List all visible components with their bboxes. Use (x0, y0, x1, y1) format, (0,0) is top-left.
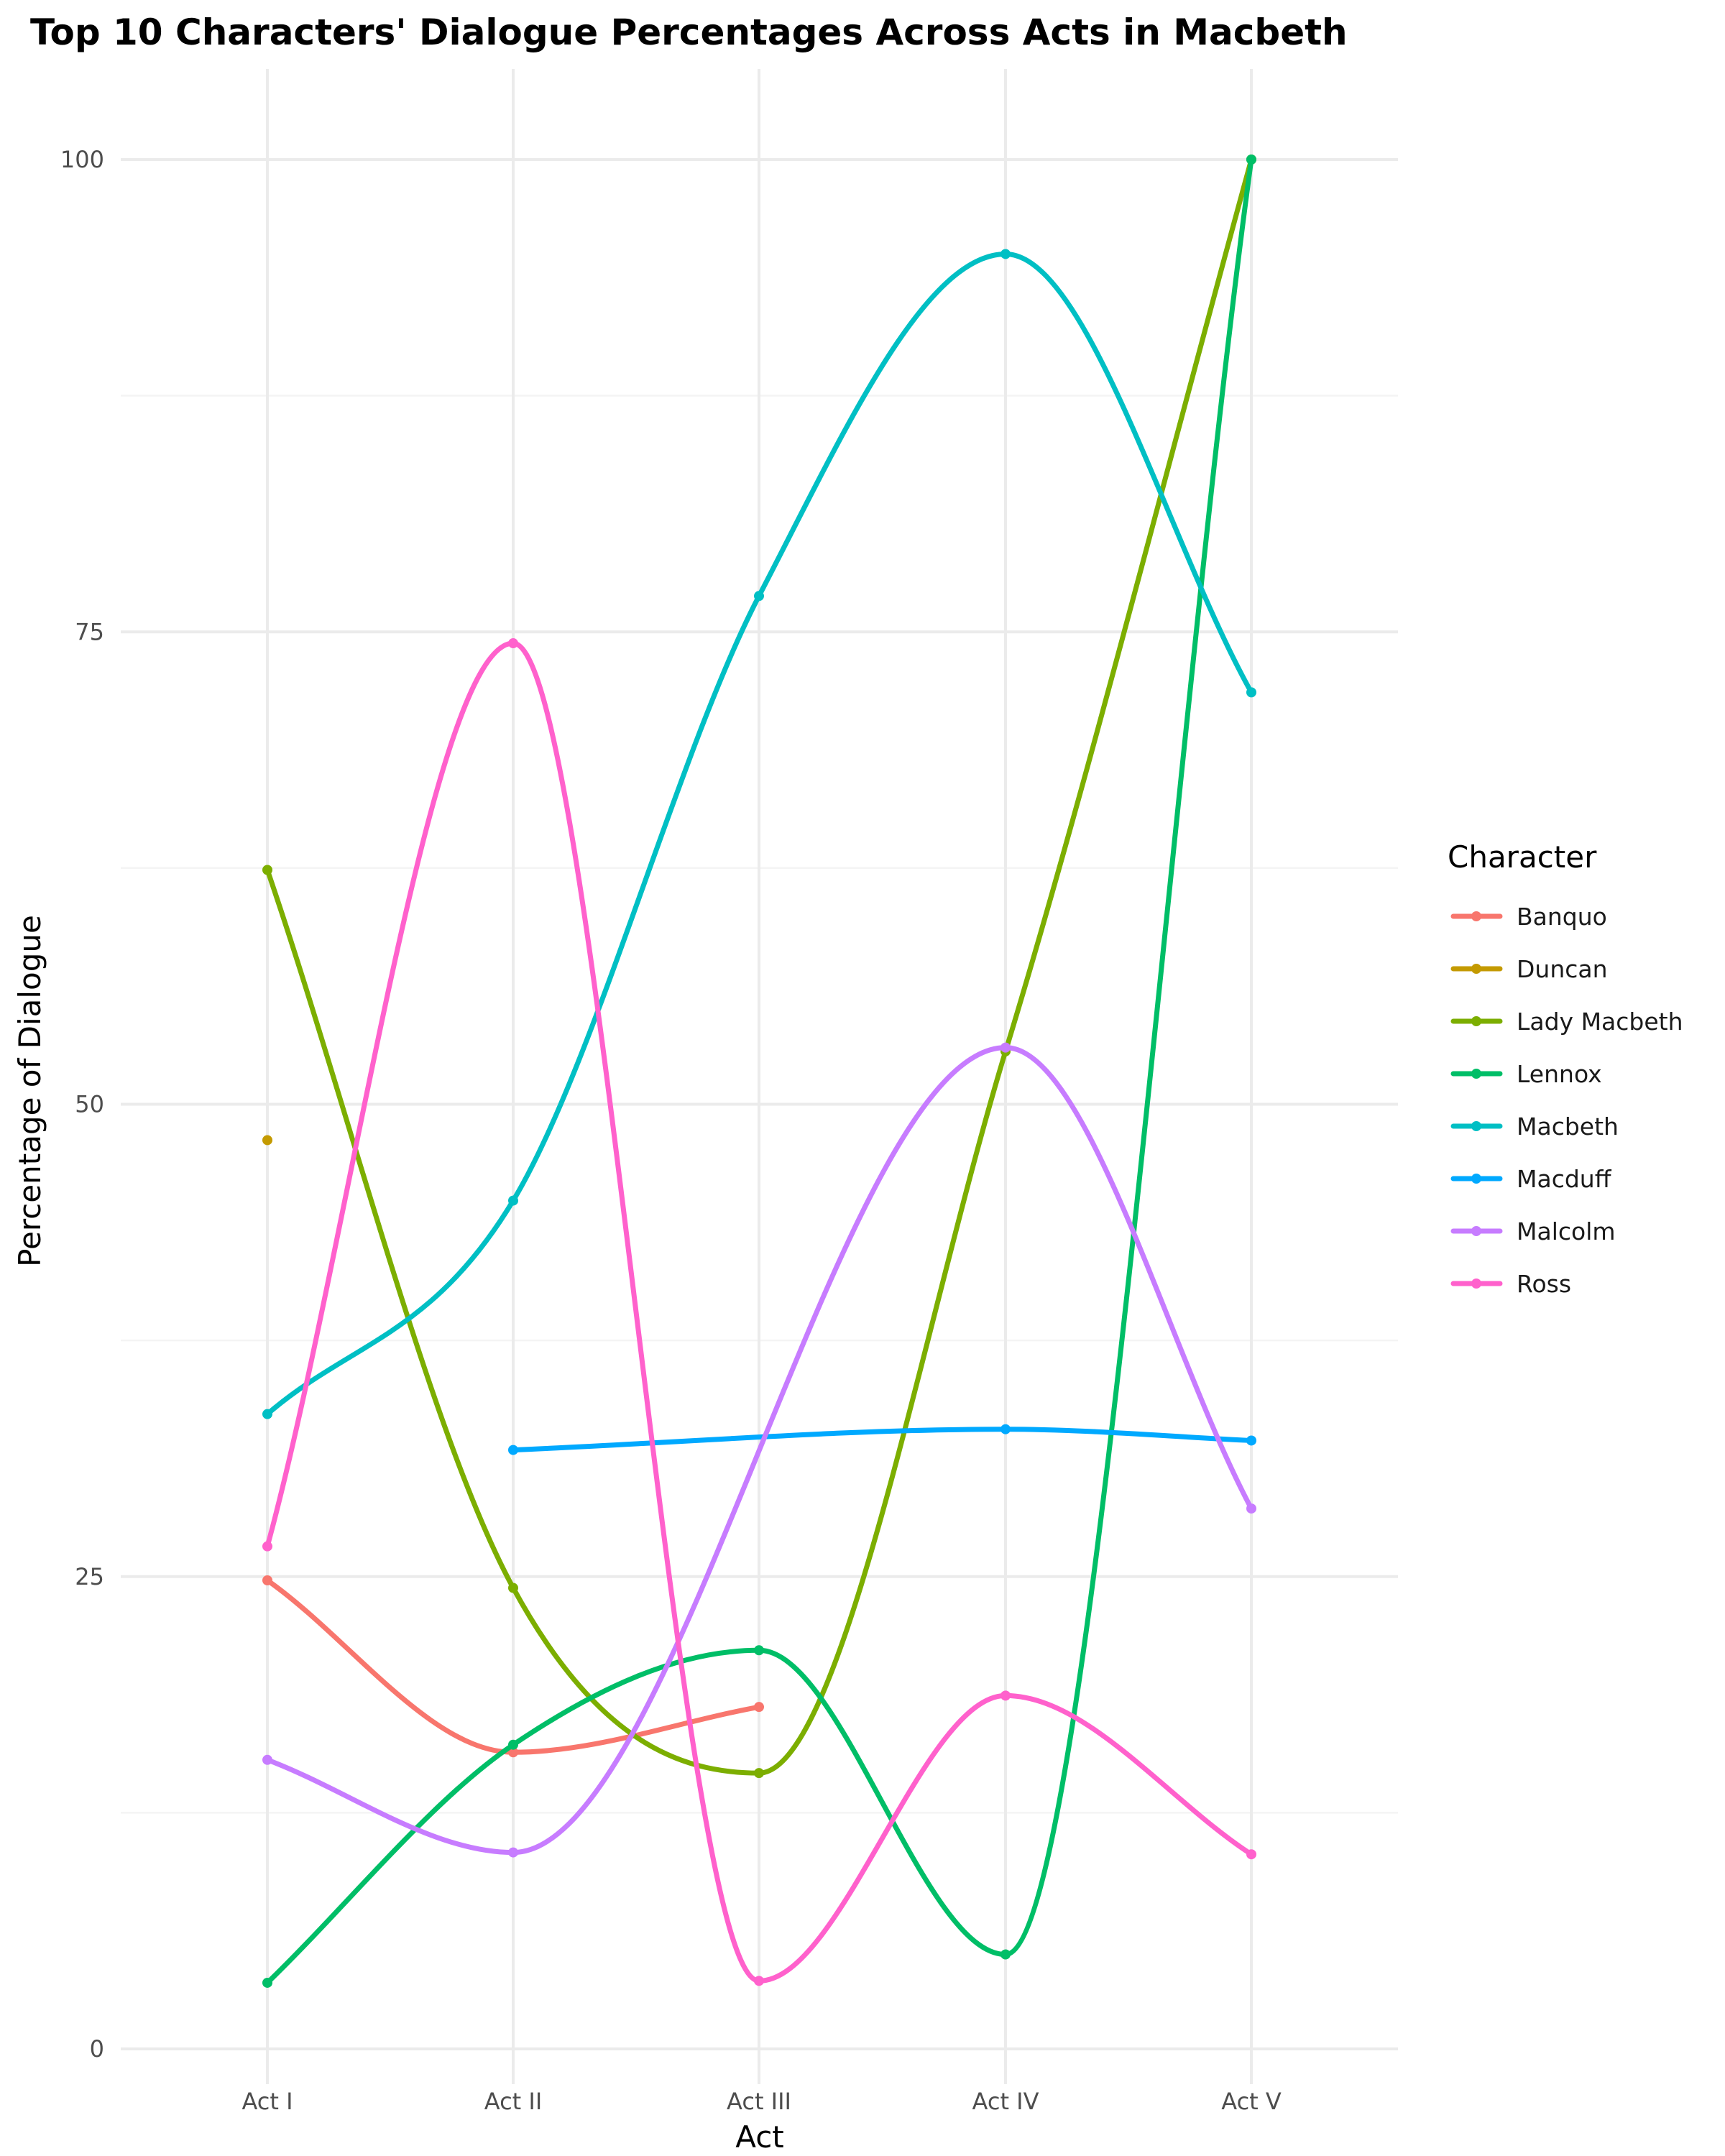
legend-label: Lennox (1517, 1060, 1602, 1088)
data-point-malcolm (1000, 1042, 1011, 1053)
data-point-malcolm (1246, 1503, 1256, 1514)
data-point-macbeth (1000, 249, 1011, 259)
data-point-duncan (262, 1135, 272, 1146)
series-line-lennox (264, 157, 1254, 1986)
data-point-ross (508, 638, 518, 649)
data-point-lennox (754, 1645, 764, 1656)
series-macduff (508, 1424, 1256, 1455)
y-tick-label: 50 (75, 1091, 104, 1118)
series-line-banquo (264, 1577, 762, 1755)
legend-key-point (1471, 911, 1481, 921)
legend-item-lennox: Lennox (1450, 1060, 1602, 1088)
legend-key-point (1471, 1174, 1481, 1184)
grid (121, 69, 1398, 2084)
data-point-ross (754, 1976, 764, 1986)
y-tick-label: 100 (60, 146, 104, 173)
data-point-macbeth (508, 1195, 518, 1206)
data-point-ross (1000, 1690, 1011, 1701)
chart-title: Top 10 Characters' Dialogue Percentages … (30, 11, 1348, 53)
legend-label: Lady Macbeth (1517, 1008, 1683, 1036)
series-banquo (262, 1575, 764, 1758)
legend-item-macduff: Macduff (1450, 1165, 1612, 1193)
legend-key-point (1471, 1226, 1481, 1236)
legend-title: Character (1448, 839, 1597, 875)
series-malcolm (262, 1042, 1256, 1858)
legend-item-banquo: Banquo (1450, 903, 1607, 931)
legend-item-macbeth: Macbeth (1450, 1112, 1619, 1141)
data-point-ross (1246, 1849, 1256, 1860)
legend-label: Macbeth (1517, 1112, 1619, 1141)
data-point-macduff (1000, 1424, 1011, 1434)
series-lennox (262, 155, 1256, 1988)
data-point-macduff (508, 1445, 518, 1455)
legend-label: Banquo (1517, 903, 1607, 931)
series-line-malcolm (264, 1045, 1254, 1856)
legend-label: Macduff (1517, 1165, 1612, 1193)
legend-item-lady-macbeth: Lady Macbeth (1450, 1008, 1683, 1036)
legend-item-malcolm: Malcolm (1450, 1217, 1616, 1245)
y-tick-label: 0 (90, 2035, 104, 2063)
data-point-banquo (754, 1702, 764, 1713)
legend-key-point (1471, 1279, 1481, 1289)
y-axis-ticks: 0 25 50 75 100 (60, 146, 104, 2063)
series-duncan (262, 1135, 272, 1146)
y-axis-title: Percentage of Dialogue (12, 915, 47, 1267)
data-point-lady-macbeth (754, 1768, 764, 1779)
legend-label: Malcolm (1517, 1217, 1616, 1245)
x-tick-label: Act I (242, 2088, 293, 2115)
legend-key-point (1471, 1121, 1481, 1131)
data-point-lady-macbeth (508, 1583, 518, 1593)
data-point-malcolm (508, 1847, 518, 1858)
y-tick-label: 25 (75, 1563, 104, 1590)
data-point-malcolm (262, 1754, 272, 1765)
data-point-macbeth (1246, 687, 1256, 698)
data-point-macbeth (262, 1409, 272, 1419)
legend-item-duncan: Duncan (1450, 955, 1608, 983)
data-point-lennox (1000, 1949, 1011, 1960)
x-tick-label: Act IV (972, 2088, 1039, 2115)
x-tick-label: Act III (727, 2088, 791, 2115)
data-point-banquo (262, 1575, 272, 1586)
series-line-lady-macbeth (264, 157, 1254, 1776)
legend-item-ross: Ross (1450, 1270, 1571, 1298)
series-layer (262, 155, 1256, 1988)
series-line-macduff (510, 1427, 1254, 1453)
x-tick-label: Act V (1221, 2088, 1282, 2115)
x-axis-title: Act (735, 2119, 784, 2155)
x-axis-ticks: Act I Act II Act III Act IV Act V (242, 2088, 1281, 2115)
legend: Character Banquo Duncan Lady Macbeth Lennox… (1448, 839, 1683, 1298)
data-point-lennox (1246, 155, 1256, 165)
data-point-lennox (508, 1739, 518, 1750)
data-point-macduff (1246, 1435, 1256, 1446)
legend-label: Ross (1517, 1270, 1571, 1298)
data-point-ross (262, 1541, 272, 1552)
series-macbeth (262, 249, 1256, 1419)
y-tick-label: 75 (75, 618, 104, 645)
legend-key-point (1471, 1016, 1481, 1026)
series-ross (262, 638, 1256, 1986)
legend-items: Banquo Duncan Lady Macbeth Lennox Macbeth Mac… (1450, 903, 1683, 1298)
data-point-macbeth (754, 591, 764, 602)
data-point-lady-macbeth (262, 865, 272, 875)
legend-key-point (1471, 964, 1481, 974)
data-point-lennox (262, 1977, 272, 1988)
data-point-banquo (508, 1747, 518, 1758)
legend-key-point (1471, 1069, 1481, 1079)
legend-label: Duncan (1517, 955, 1608, 983)
x-tick-label: Act II (484, 2088, 543, 2115)
